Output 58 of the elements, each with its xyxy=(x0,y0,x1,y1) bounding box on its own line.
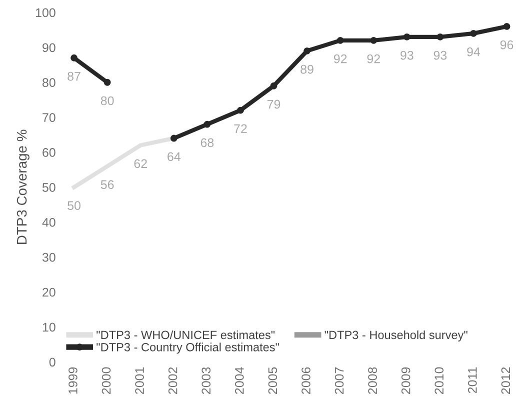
data-label: 94 xyxy=(467,47,480,56)
point xyxy=(304,47,311,54)
y-tick-label: 10 xyxy=(42,322,56,332)
x-tick-label: 2004 xyxy=(234,367,244,394)
legend-label: "DTP3 - WHO/UNICEF estimates" xyxy=(96,330,275,340)
point xyxy=(503,22,510,30)
data-label: 93 xyxy=(400,50,414,60)
y-tick-label: 100 xyxy=(36,8,56,18)
data-label: 89 xyxy=(300,64,314,74)
y-tick-label: 40 xyxy=(42,218,56,227)
data-label: 72 xyxy=(234,124,247,133)
x-tick-label: 2005 xyxy=(268,367,278,394)
point xyxy=(236,106,244,114)
data-label: 93 xyxy=(434,50,447,60)
x-tick-label: 1999 xyxy=(68,367,78,394)
x-tick-label: 2011 xyxy=(468,367,477,394)
y-tick-label: 50 xyxy=(42,183,56,192)
point xyxy=(204,120,211,128)
data-label: 96 xyxy=(500,40,514,50)
y-tick-label: 60 xyxy=(42,148,56,157)
point xyxy=(436,33,444,40)
data-label: 87 xyxy=(68,72,80,81)
data-label: 64 xyxy=(168,152,180,162)
data-label: 92 xyxy=(367,54,380,64)
x-tick-label: 2006 xyxy=(302,367,310,394)
x-tick-label: 2007 xyxy=(334,367,344,394)
legend-label: "DTP3 - Household survey" xyxy=(324,330,468,342)
x-tick-label: 2008 xyxy=(368,367,377,394)
data-label: 50 xyxy=(68,201,80,210)
point xyxy=(70,54,78,62)
y-tick-label: 70 xyxy=(42,113,56,122)
point xyxy=(470,30,477,37)
y-tick-label: 90 xyxy=(42,43,56,52)
data-label: 79 xyxy=(267,100,280,109)
x-tick-label: 2001 xyxy=(135,367,144,394)
y-tick-label: 0 xyxy=(49,358,56,367)
point xyxy=(170,134,178,142)
data-label: 56 xyxy=(100,180,114,190)
x-tick-label: 2002 xyxy=(168,367,178,394)
y-axis-title: DTP3 Coverage % xyxy=(16,130,30,244)
x-tick-label: 2000 xyxy=(102,367,111,394)
data-label: 92 xyxy=(334,54,347,64)
y-tick-label: 80 xyxy=(42,78,56,88)
point xyxy=(370,36,378,44)
point xyxy=(403,33,410,40)
legend-label: "DTP3 - Country Official estimates" xyxy=(96,342,279,354)
point xyxy=(270,82,278,90)
x-tick-label: 2010 xyxy=(434,367,444,394)
y-tick-label: 30 xyxy=(42,252,56,262)
x-tick-label: 2012 xyxy=(501,367,510,394)
data-label: 62 xyxy=(134,159,147,168)
y-tick-label: 20 xyxy=(42,288,56,297)
data-label: 80 xyxy=(100,96,114,106)
x-tick-label: 2009 xyxy=(401,367,410,394)
point xyxy=(104,78,111,86)
data-label: 68 xyxy=(200,138,214,148)
x-tick-label: 2003 xyxy=(202,367,211,394)
point xyxy=(336,36,344,44)
